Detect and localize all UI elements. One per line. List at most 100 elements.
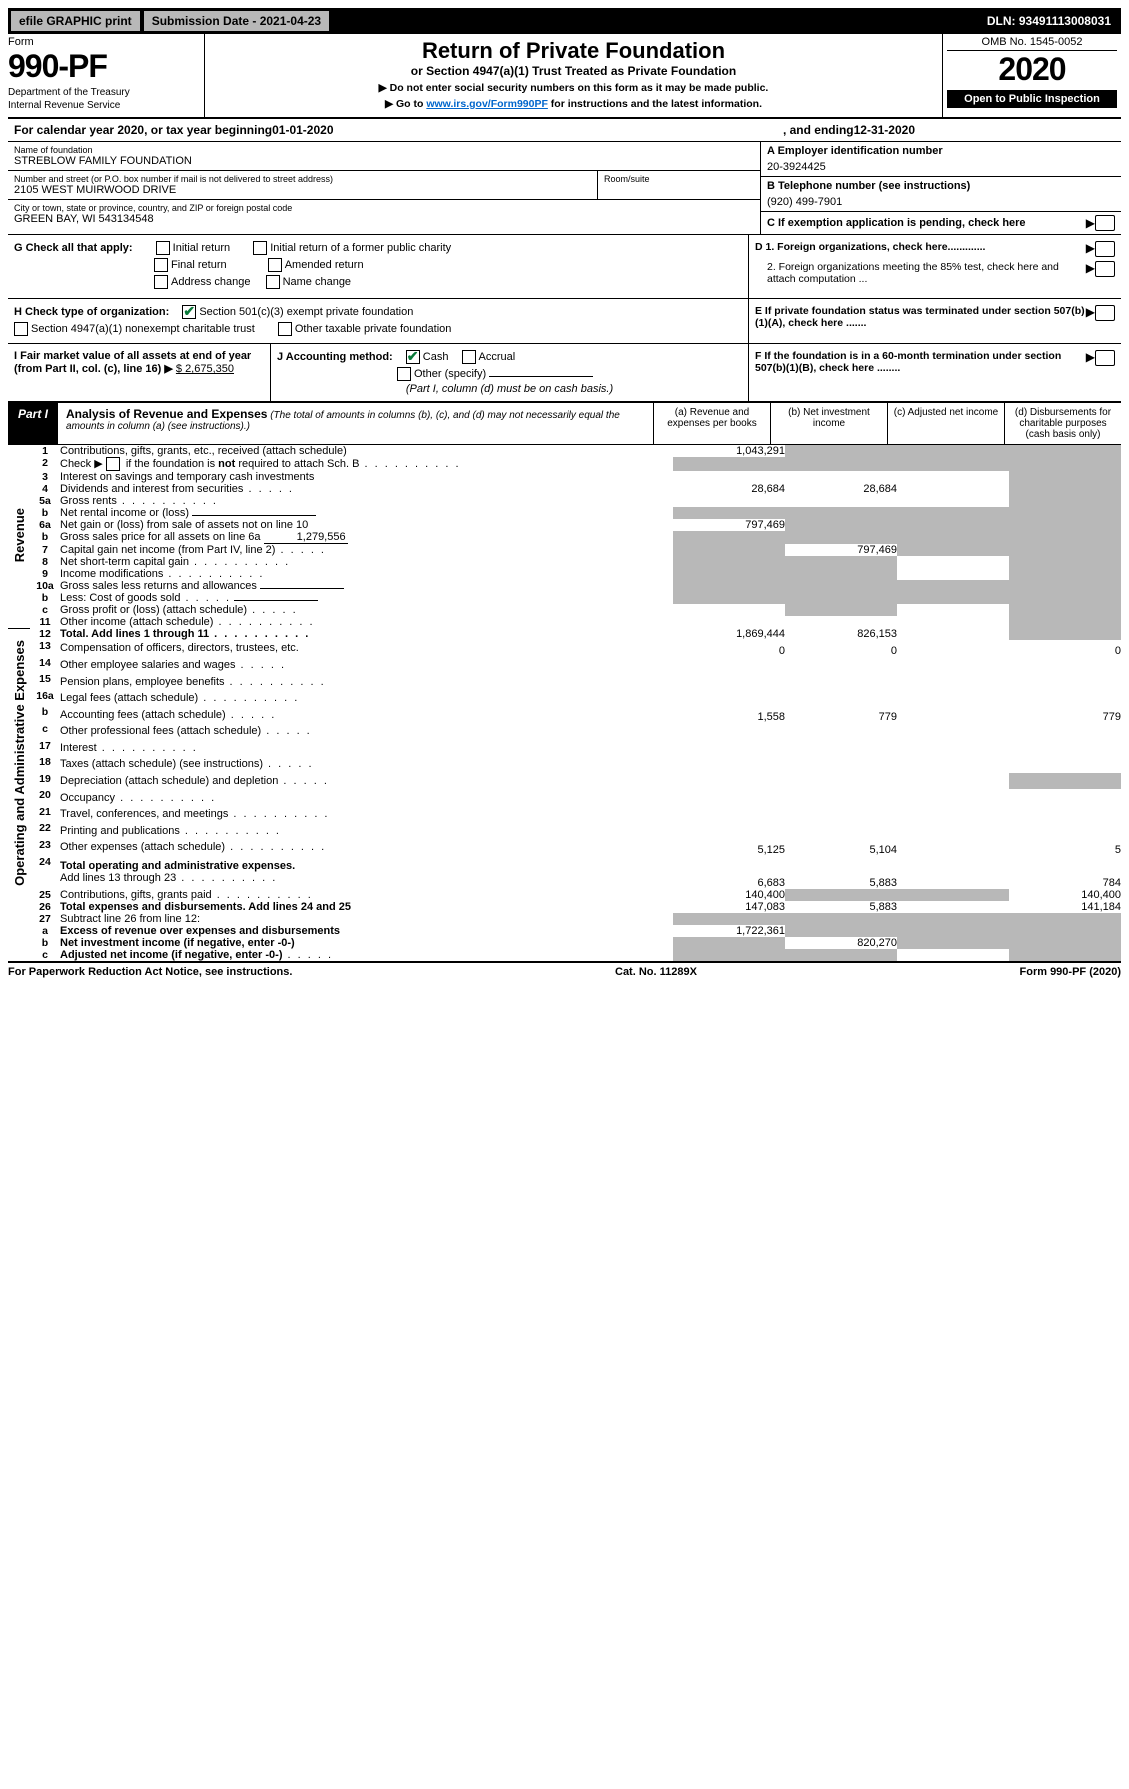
instructions-link[interactable]: www.irs.gov/Form990PF	[426, 98, 548, 110]
chk-other-method[interactable]	[397, 367, 411, 381]
chk-final-return[interactable]	[154, 258, 168, 272]
dept-irs: Internal Revenue Service	[8, 100, 198, 111]
row-num: 5a	[30, 495, 60, 507]
chk-amended-return[interactable]	[268, 258, 282, 272]
chk-initial-return[interactable]	[156, 241, 170, 255]
h1-label: Section 501(c)(3) exempt private foundat…	[199, 306, 413, 318]
phone-label: B Telephone number (see instructions)	[767, 180, 1115, 192]
table-row: b Net investment income (if negative, en…	[8, 937, 1121, 949]
row-desc: Total expenses and disbursements. Add li…	[60, 901, 673, 913]
header-right: OMB No. 1545-0052 2020 Open to Public In…	[942, 34, 1121, 117]
row-num: 8	[30, 556, 60, 568]
d2-checkbox[interactable]	[1095, 261, 1115, 277]
form-note-2: ▶ Go to www.irs.gov/Form990PF for instru…	[213, 98, 934, 110]
col-b-val	[785, 445, 897, 457]
chk-sch-b[interactable]	[106, 457, 120, 471]
col-d-val: 779	[1009, 706, 1121, 723]
row-num: 25	[30, 889, 60, 901]
table-row: Operating and Administrative Expenses 13…	[8, 640, 1121, 657]
col-b-val: 5,883	[785, 901, 897, 913]
table-row: c Gross profit or (loss) (attach schedul…	[8, 604, 1121, 616]
table-row: 19 Depreciation (attach schedule) and de…	[8, 773, 1121, 790]
chk-name-change[interactable]	[266, 275, 280, 289]
entity-right: A Employer identification number 20-3924…	[760, 142, 1121, 234]
chk-accrual[interactable]	[462, 350, 476, 364]
chk-4947a1[interactable]	[14, 322, 28, 336]
table-row: 12 Total. Add lines 1 through 11 1,869,4…	[8, 628, 1121, 640]
c-checkbox[interactable]	[1095, 215, 1115, 231]
row-desc: Income modifications	[60, 568, 673, 580]
col-b-val: 28,684	[785, 483, 897, 495]
form-label: Form	[8, 36, 198, 48]
row-desc: Total operating and administrative expen…	[60, 856, 673, 889]
submission-date-button[interactable]: Submission Date - 2021-04-23	[143, 10, 330, 32]
exemption-pending-cell: C If exemption application is pending, c…	[761, 212, 1121, 234]
g2-label: Initial return of a former public charit…	[270, 242, 451, 254]
row-num: 7	[30, 544, 60, 556]
col-a-val: 0	[673, 640, 785, 657]
chk-501c3[interactable]	[182, 305, 196, 319]
col-a-val: 797,469	[673, 519, 785, 531]
arrow-icon: ▶	[1086, 350, 1095, 374]
e-label: E If private foundation status was termi…	[755, 305, 1086, 329]
footer-right: Form 990-PF (2020)	[1020, 966, 1122, 978]
e-checkbox[interactable]	[1095, 305, 1115, 321]
row-num: 24	[30, 856, 60, 889]
col-c-val	[897, 445, 1009, 457]
foundation-name: STREBLOW FAMILY FOUNDATION	[14, 155, 754, 167]
col-b-header: (b) Net investment income	[770, 403, 887, 444]
g1-label: Initial return	[173, 242, 230, 254]
efile-button[interactable]: efile GRAPHIC print	[10, 10, 141, 32]
revenue-side-label: Revenue	[8, 445, 30, 628]
g6-label: Name change	[283, 276, 352, 288]
ein-label: A Employer identification number	[767, 145, 1115, 157]
foundation-name-cell: Name of foundation STREBLOW FAMILY FOUND…	[8, 142, 760, 171]
f-checkbox[interactable]	[1095, 350, 1115, 366]
form-number: 990-PF	[8, 48, 198, 85]
table-row: 9 Income modifications	[8, 568, 1121, 580]
col-d-val: 140,400	[1009, 889, 1121, 901]
chk-cash[interactable]	[406, 350, 420, 364]
address-row: Number and street (or P.O. box number if…	[8, 171, 760, 200]
col-b-val: 779	[785, 706, 897, 723]
city-cell: City or town, state or province, country…	[8, 200, 760, 228]
form-title: Return of Private Foundation	[213, 38, 934, 64]
table-row: b Net rental income or (loss)	[8, 507, 1121, 519]
arrow-icon: ▶	[1086, 261, 1095, 285]
col-a-val: 5,125	[673, 839, 785, 856]
row-num: b	[30, 937, 60, 949]
g-checks: G Check all that apply: Initial return I…	[8, 235, 748, 298]
row-num: b	[30, 507, 60, 519]
f-cell: F If the foundation is in a 60-month ter…	[749, 344, 1121, 401]
other-method-label: Other (specify)	[414, 368, 486, 380]
ij-row: I Fair market value of all assets at end…	[8, 344, 1121, 403]
chk-initial-former[interactable]	[253, 241, 267, 255]
row-num: 9	[30, 568, 60, 580]
row-num: 1	[30, 445, 60, 457]
table-row: 27 Subtract line 26 from line 12:	[8, 913, 1121, 925]
chk-address-change[interactable]	[154, 275, 168, 289]
h-checks: H Check type of organization: Section 50…	[8, 299, 748, 343]
table-row: 17 Interest	[8, 740, 1121, 757]
row-desc: Gross rents	[60, 495, 673, 507]
arrow-icon: ▶	[1086, 241, 1095, 257]
ein-cell: A Employer identification number 20-3924…	[761, 142, 1121, 177]
d-checks: D 1. Foreign organizations, check here..…	[748, 235, 1121, 298]
table-row: 7 Capital gain net income (from Part IV,…	[8, 544, 1121, 556]
row-num: c	[30, 723, 60, 740]
chk-other-taxable[interactable]	[278, 322, 292, 336]
table-row: 14 Other employee salaries and wages	[8, 657, 1121, 674]
open-to-public: Open to Public Inspection	[947, 90, 1117, 108]
row-desc: Contributions, gifts, grants, etc., rece…	[60, 445, 673, 457]
col-a-val: 28,684	[673, 483, 785, 495]
row-desc: Other professional fees (attach schedule…	[60, 723, 673, 740]
table-row: 4 Dividends and interest from securities…	[8, 483, 1121, 495]
row-desc: Interest on savings and temporary cash i…	[60, 471, 673, 483]
d1-checkbox[interactable]	[1095, 241, 1115, 257]
street-address: 2105 WEST MUIRWOOD DRIVE	[14, 184, 591, 196]
table-row: a Excess of revenue over expenses and di…	[8, 925, 1121, 937]
row-num: 27	[30, 913, 60, 925]
table-row: 26 Total expenses and disbursements. Add…	[8, 901, 1121, 913]
row-num: 19	[30, 773, 60, 790]
row-desc: Other expenses (attach schedule)	[60, 839, 673, 856]
